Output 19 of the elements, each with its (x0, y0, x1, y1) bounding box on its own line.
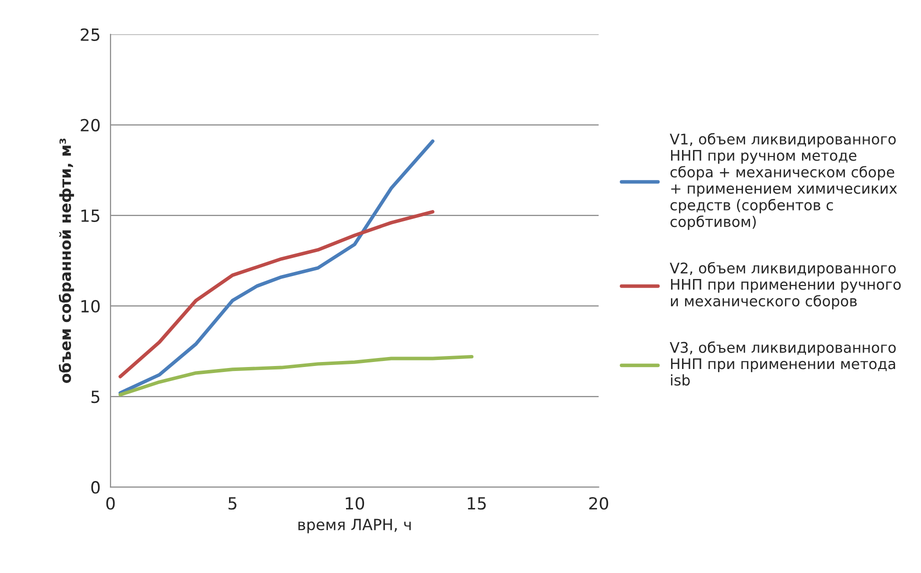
legend-label: V2, объем ликвидированного ННП при применении ручного и механического сборов (670, 262, 901, 310)
x-tick-label: 0 (106, 497, 115, 510)
line-series (118, 139, 434, 395)
y-tick-label: 0 (91, 481, 100, 494)
x-axis-title: время ЛАРН, ч (298, 518, 411, 534)
line-series (118, 354, 474, 396)
x-tick-label: 5 (228, 497, 236, 510)
y-tick-label: 5 (91, 390, 100, 404)
line-series (118, 210, 434, 378)
y-tick-label: 10 (81, 300, 100, 313)
legend-label: V3, объем ликвидированного ННП при применении метода isb (670, 341, 896, 386)
y-axis-title: объем собранной нефти, м³ (58, 138, 74, 383)
legend-label: V1, объем ликвидированного ННП при ручном методе сбора + механическом сборе + применением химичесиких средств (сорбентов с сорбтивом) (670, 133, 897, 230)
x-tick-label: 20 (589, 497, 608, 510)
y-tick-label: 25 (80, 28, 100, 41)
x-tick-label: 15 (468, 497, 486, 510)
y-tick-label: 20 (80, 118, 100, 132)
x-tick-label: 10 (346, 497, 364, 510)
y-tick-label: 15 (81, 210, 100, 222)
